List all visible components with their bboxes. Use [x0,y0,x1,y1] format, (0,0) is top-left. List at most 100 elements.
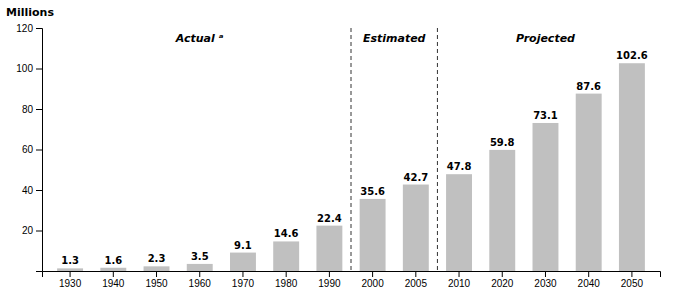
data-labels: 1.31.62.33.59.114.622.435.642.747.859.87… [61,50,648,266]
y-tick-label: 20 [22,225,34,236]
x-tick-label: 1950 [145,278,168,289]
data-label: 9.1 [234,240,252,251]
y-tick-label: 60 [22,144,34,155]
x-tick-mark [502,271,503,277]
x-tick: 1980 [275,271,298,289]
bar [619,63,645,271]
x-tick-label: 1940 [102,278,125,289]
x-tick-label: 1960 [189,278,212,289]
data-label: 42.7 [403,172,428,183]
x-tick: 1960 [189,271,212,289]
x-tick-mark [329,271,330,277]
y-tick-mark [36,231,42,232]
x-tick-mark [242,271,243,277]
x-tick: 1930 [59,271,82,289]
x-tick-mark [545,271,546,277]
data-label: 35.6 [360,186,385,197]
x-tick-mark [199,271,200,277]
x-tick-label: 2020 [491,278,514,289]
x-tick-label: 1930 [59,278,82,289]
x-tick-label: 2000 [361,278,384,289]
data-label: 1.3 [61,255,79,266]
x-tick: 1990 [318,271,341,289]
section-label: Actual ᵃ [175,32,224,45]
x-tick-mark [588,271,589,277]
y-tick: 60 [22,144,42,155]
bar [187,264,213,271]
x-tick: 1970 [232,271,255,289]
x-axis: 1930 1940 1950 1960 1970 1980 1990 2000 2005 2010… [43,271,661,289]
x-tick-mark [156,271,157,277]
y-tick-mark [36,150,42,151]
bar [403,185,429,271]
x-tick-label: 2040 [578,278,601,289]
y-axis-line [36,29,43,272]
y-axis-title: Millions [6,6,54,19]
y-tick-mark [36,69,42,70]
y-tick: 100 [16,63,42,74]
x-tick: 2010 [448,271,471,289]
bar [489,150,515,271]
x-tick-label: 1980 [275,278,298,289]
bar [576,94,602,271]
bar [446,174,472,271]
x-tick-mark [459,271,460,277]
data-label: 2.3 [148,253,166,264]
x-tick-label: 2050 [621,278,644,289]
data-label: 87.6 [576,81,601,92]
bar [100,268,126,271]
x-tick-mark [415,271,416,277]
x-tick-mark [70,271,71,277]
x-tick-mark [631,271,632,277]
data-label: 3.5 [191,251,209,262]
x-tick-label: 2005 [405,278,428,289]
data-label: 102.6 [616,50,648,61]
bar [533,123,559,271]
data-label: 1.6 [104,255,122,266]
x-tick-label: 2010 [448,278,471,289]
y-tick: 20 [22,225,42,236]
y-tick-label: 80 [22,104,34,115]
x-tick-label: 1990 [318,278,341,289]
x-axis-line [43,272,661,278]
y-tick-mark [36,28,42,29]
x-tick-mark [372,271,373,277]
data-label: 59.8 [490,137,515,148]
x-tick: 2005 [405,271,428,289]
section-divider [351,28,352,271]
x-tick-label: 2030 [534,278,557,289]
data-label: 22.4 [317,213,342,224]
x-tick-label: 1970 [232,278,255,289]
y-tick: 120 [16,23,42,34]
bar [57,268,83,271]
section-divider [437,28,438,271]
bar [273,241,299,271]
bar [316,226,342,271]
x-tick-mark [113,271,114,277]
bar [360,199,386,271]
x-tick: 2030 [534,271,557,289]
y-tick: 40 [22,185,42,196]
x-tick: 1940 [102,271,125,289]
x-tick: 2040 [578,271,601,289]
dividers [351,28,437,271]
y-tick-label: 100 [16,63,33,74]
section-label: Projected [516,32,575,45]
y-tick-mark [36,109,42,110]
y-tick: 80 [22,104,42,115]
x-tick: 2050 [621,271,644,289]
y-tick-label: 120 [16,23,33,34]
plot: 2040608010012019301940195019601970198019… [16,23,660,289]
bar [230,253,256,271]
x-tick-mark [286,271,287,277]
x-tick: 2000 [361,271,384,289]
x-tick: 1950 [145,271,168,289]
bar [144,266,170,271]
y-tick-mark [36,190,42,191]
chart: 2040608010012019301940195019601970198019… [0,0,674,295]
y-tick-label: 40 [22,185,34,196]
y-axis: 20 40 60 80 100 120 [16,23,42,272]
section-labels: Actual ᵃEstimatedProjected [175,32,575,45]
data-label: 47.8 [447,161,472,172]
data-label: 14.6 [274,228,299,239]
